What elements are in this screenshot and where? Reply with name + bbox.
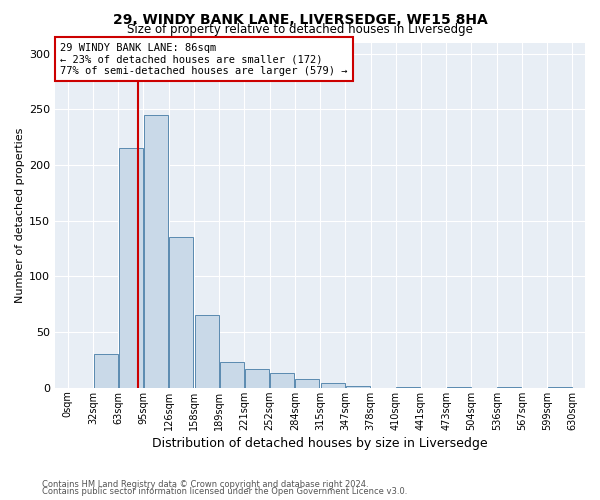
- Bar: [320, 384, 344, 388]
- Bar: [447, 386, 471, 388]
- Bar: [346, 386, 370, 388]
- Bar: [295, 379, 319, 388]
- Text: Contains HM Land Registry data © Crown copyright and database right 2024.: Contains HM Land Registry data © Crown c…: [42, 480, 368, 489]
- Bar: [497, 386, 521, 388]
- Bar: [245, 369, 269, 388]
- Text: 29, WINDY BANK LANE, LIVERSEDGE, WF15 8HA: 29, WINDY BANK LANE, LIVERSEDGE, WF15 8H…: [113, 12, 487, 26]
- Bar: [220, 362, 244, 388]
- X-axis label: Distribution of detached houses by size in Liversedge: Distribution of detached houses by size …: [152, 437, 488, 450]
- Text: Contains public sector information licensed under the Open Government Licence v3: Contains public sector information licen…: [42, 487, 407, 496]
- Text: Size of property relative to detached houses in Liversedge: Size of property relative to detached ho…: [127, 22, 473, 36]
- Bar: [144, 115, 168, 388]
- Bar: [270, 374, 294, 388]
- Bar: [548, 386, 572, 388]
- Bar: [169, 238, 193, 388]
- Bar: [397, 386, 421, 388]
- Bar: [119, 148, 143, 388]
- Bar: [194, 316, 218, 388]
- Text: 29 WINDY BANK LANE: 86sqm
← 23% of detached houses are smaller (172)
77% of semi: 29 WINDY BANK LANE: 86sqm ← 23% of detac…: [61, 42, 348, 76]
- Y-axis label: Number of detached properties: Number of detached properties: [15, 128, 25, 303]
- Bar: [94, 354, 118, 388]
